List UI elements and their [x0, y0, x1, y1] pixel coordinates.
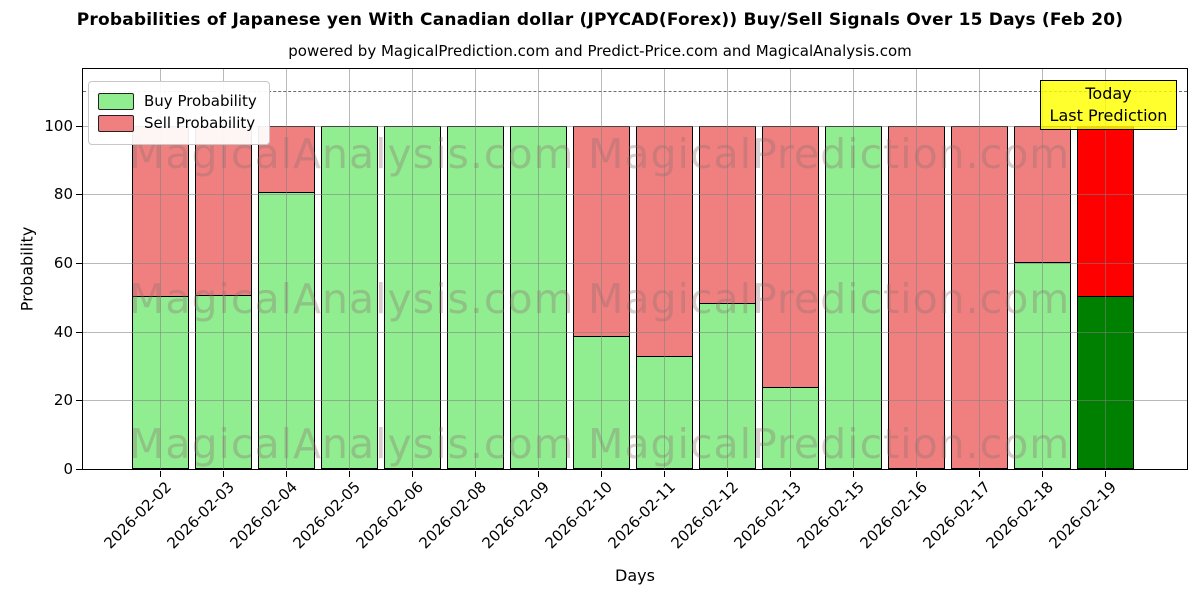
x-tick-label-text: 2026-02-19 — [1045, 478, 1120, 553]
legend-label-sell: Sell Probability — [144, 114, 256, 132]
x-tick-2026-02-19 — [1105, 470, 1106, 477]
h-gridline-20 — [83, 400, 1187, 402]
y-tick-80 — [75, 194, 82, 196]
v-gridline-2026-02-13 — [790, 69, 791, 469]
x-tick-2026-02-13 — [790, 470, 791, 477]
x-tick-label-text: 2026-02-18 — [982, 478, 1057, 553]
v-gridline-2026-02-12 — [727, 69, 728, 469]
v-gridline-2026-02-19 — [1105, 69, 1106, 469]
buy-color-swatch — [98, 93, 134, 110]
x-tick-2026-02-02 — [160, 470, 161, 477]
sell-color-swatch — [98, 115, 134, 132]
v-gridline-2026-02-08 — [475, 69, 476, 469]
v-gridline-2026-02-05 — [349, 69, 350, 469]
x-tick-label-text: 2026-02-15 — [793, 478, 868, 553]
v-gridline-2026-02-06 — [412, 69, 413, 469]
h-gridline-60 — [83, 262, 1187, 264]
x-tick-label-text: 2026-02-11 — [604, 478, 679, 553]
v-gridline-2026-02-17 — [979, 69, 980, 469]
x-tick-2026-02-05 — [349, 470, 350, 477]
v-gridline-2026-02-10 — [601, 69, 602, 469]
x-tick-2026-02-16 — [916, 470, 917, 477]
x-tick-2026-02-09 — [538, 470, 539, 477]
x-tick-label-text: 2026-02-16 — [856, 478, 931, 553]
h-gridline-40 — [83, 331, 1187, 333]
today-annotation-box: Today Last Prediction — [1040, 80, 1177, 130]
y-tick-100 — [75, 125, 82, 127]
v-gridline-2026-02-09 — [538, 69, 539, 469]
today-annotation-line1: Today — [1085, 84, 1132, 103]
x-tick-2026-02-10 — [601, 470, 602, 477]
dashed-reference-line — [83, 91, 1187, 93]
v-gridline-2026-02-18 — [1042, 69, 1043, 469]
v-gridline-2026-02-11 — [664, 69, 665, 469]
x-tick-2026-02-15 — [853, 470, 854, 477]
y-tick-20 — [75, 400, 82, 402]
h-gridline-80 — [83, 194, 1187, 196]
x-tick-2026-02-03 — [223, 470, 224, 477]
v-gridline-2026-02-03 — [223, 69, 224, 469]
y-tick-label-0: 0 — [63, 460, 73, 478]
y-tick-label-60: 60 — [53, 253, 73, 272]
legend-item-sell: Sell Probability — [98, 114, 257, 133]
today-annotation-line2: Last Prediction — [1049, 106, 1168, 125]
x-axis-title: Days — [615, 566, 655, 585]
x-tick-label-text: 2026-02-06 — [352, 478, 427, 553]
y-tick-label-20: 20 — [53, 391, 73, 410]
x-tick-2026-02-06 — [412, 470, 413, 477]
chart-subtitle: powered by MagicalPrediction.com and Pre… — [288, 42, 912, 60]
x-tick-2026-02-12 — [727, 470, 728, 477]
x-tick-label-text: 2026-02-02 — [100, 478, 175, 553]
y-tick-40 — [75, 331, 82, 333]
x-tick-label-text: 2026-02-04 — [226, 478, 301, 553]
plot-area: Probability Days Buy Probability Sell Pr… — [18, 68, 1188, 585]
chart-title: Probabilities of Japanese yen With Canad… — [76, 10, 1124, 30]
h-gridline-100 — [83, 125, 1187, 127]
x-tick-label-text: 2026-02-12 — [667, 478, 742, 553]
x-tick-label-text: 2026-02-05 — [289, 478, 364, 553]
v-gridline-2026-02-16 — [916, 69, 917, 469]
y-tick-label-100: 100 — [44, 116, 73, 135]
y-tick-label-40: 40 — [53, 322, 73, 341]
x-tick-label-text: 2026-02-17 — [919, 478, 994, 553]
x-tick-label-text: 2026-02-09 — [478, 478, 553, 553]
y-tick-0 — [75, 469, 82, 470]
legend-item-buy: Buy Probability — [98, 92, 257, 111]
v-gridline-2026-02-04 — [286, 69, 287, 469]
x-tick-label-text: 2026-02-10 — [541, 478, 616, 553]
x-tick-2026-02-17 — [979, 470, 980, 477]
x-tick-label-text: 2026-02-13 — [730, 478, 805, 553]
x-tick-2026-02-04 — [286, 470, 287, 477]
legend: Buy Probability Sell Probability — [88, 81, 270, 145]
x-tick-label-text: 2026-02-08 — [415, 478, 490, 553]
y-tick-60 — [75, 262, 82, 264]
y-tick-label-80: 80 — [53, 185, 73, 204]
v-gridline-2026-02-02 — [160, 69, 161, 469]
x-tick-2026-02-11 — [664, 470, 665, 477]
x-tick-2026-02-08 — [475, 470, 476, 477]
v-gridline-2026-02-15 — [853, 69, 854, 469]
x-tick-label-text: 2026-02-03 — [163, 478, 238, 553]
legend-label-buy: Buy Probability — [144, 92, 257, 110]
x-tick-2026-02-18 — [1042, 470, 1043, 477]
